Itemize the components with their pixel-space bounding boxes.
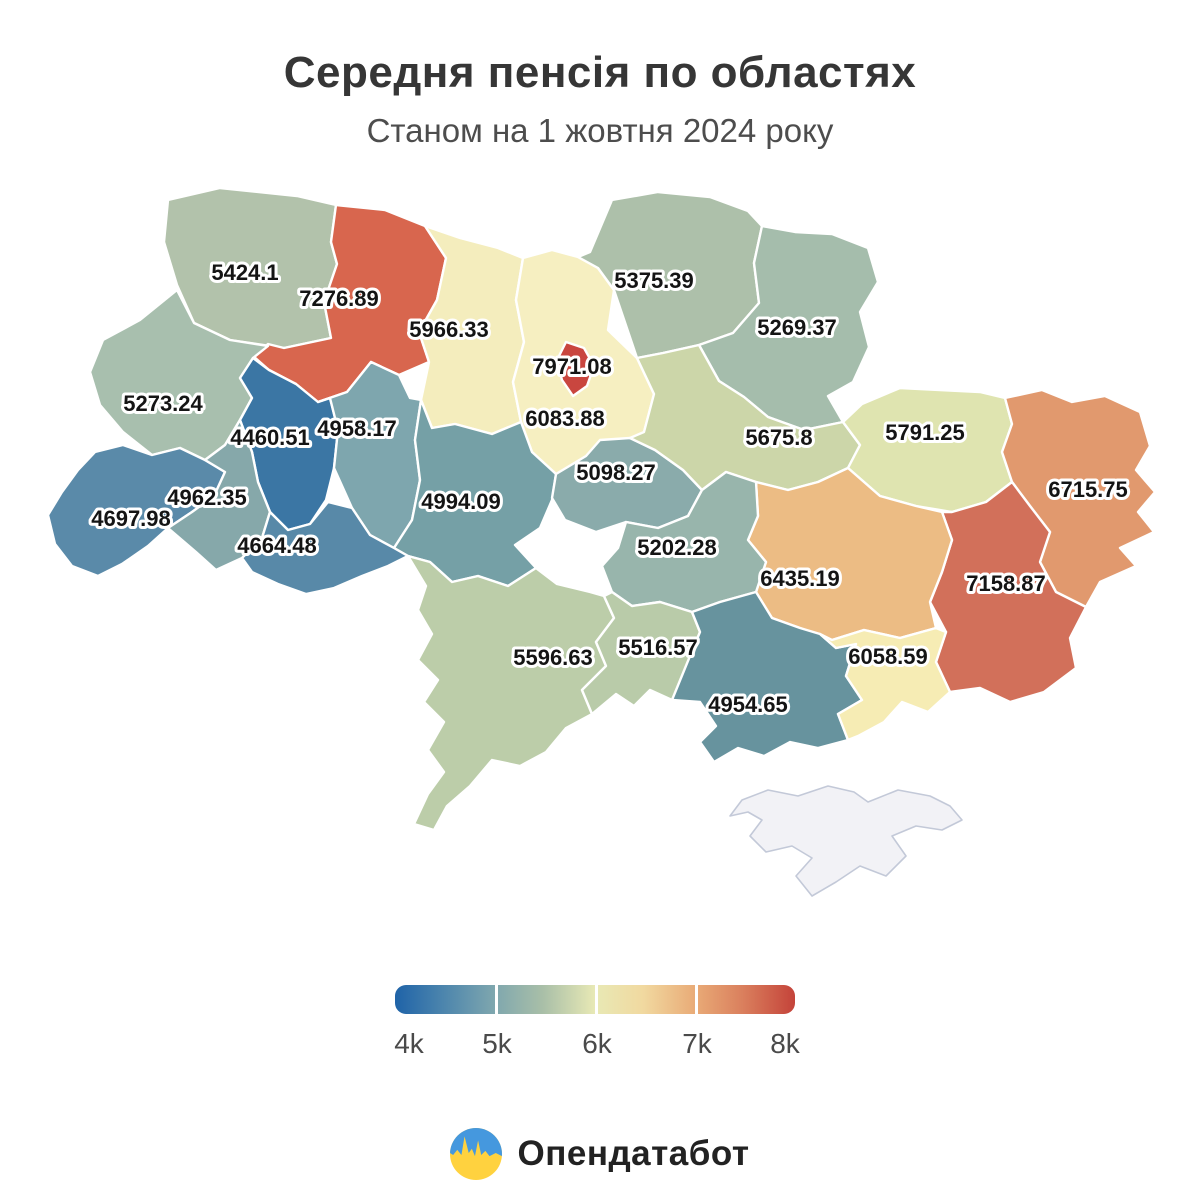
legend-tick-7k: 7k xyxy=(682,1028,712,1059)
region-zakarpattia[interactable] xyxy=(46,443,227,578)
legend-tick-6k: 6k xyxy=(582,1028,612,1059)
page-subtitle: Станом на 1 жовтня 2024 року xyxy=(366,112,834,149)
region-label-donetsk: 7158.87 xyxy=(966,571,1046,596)
region-label-volyn: 5424.1 xyxy=(211,260,278,285)
region-odesa[interactable] xyxy=(406,554,616,832)
region-label-khmelnytskyi: 4958.17 xyxy=(317,416,397,441)
legend-separator xyxy=(695,985,698,1014)
region-zaporizhzhia[interactable] xyxy=(818,626,952,742)
region-label-odesa: 5596.63 xyxy=(513,645,593,670)
region-label-luhansk: 6715.75 xyxy=(1048,477,1128,502)
legend-separator xyxy=(495,985,498,1014)
region-label-lviv: 5273.24 xyxy=(123,391,203,416)
region-label-dnipropetrovsk: 6435.19 xyxy=(760,566,840,591)
region-label-kyiv-oblast: 6083.88 xyxy=(525,406,605,431)
region-crimea[interactable] xyxy=(729,785,963,897)
region-label-kirovohrad: 5202.28 xyxy=(637,535,717,560)
region-label-zakarpattia: 4697.98 xyxy=(91,506,171,531)
region-label-kyiv-city: 7971.08 xyxy=(532,354,612,379)
region-label-sumy: 5269.37 xyxy=(757,315,837,340)
legend-tick-8k: 8k xyxy=(770,1028,800,1059)
legend-ticks: 4k 5k 6k 7k 8k xyxy=(394,1028,800,1068)
region-label-zhytomyr: 5966.33 xyxy=(409,317,489,342)
legend-separator xyxy=(595,985,598,1014)
region-label-kherson: 4954.65 xyxy=(708,692,788,717)
opendatabot-logo-icon xyxy=(450,1128,503,1180)
color-scale-bar xyxy=(395,985,795,1014)
region-kyiv-city[interactable] xyxy=(555,340,596,398)
region-label-chernihiv: 5375.39 xyxy=(614,268,694,293)
region-label-rivne: 7276.89 xyxy=(299,286,379,311)
region-label-ivano-frankivsk: 4962.35 xyxy=(167,485,247,510)
region-mykolaiv[interactable] xyxy=(580,590,702,716)
region-label-chernivtsi: 4664.48 xyxy=(237,533,317,558)
region-label-vinnytsia: 4994.09 xyxy=(421,489,501,514)
region-label-zaporizhzhia: 6058.59 xyxy=(848,644,928,669)
region-label-mykolaiv: 5516.57 xyxy=(618,635,698,660)
region-label-kharkiv: 5791.25 xyxy=(885,420,965,445)
brand-name: Опендатабот xyxy=(517,1134,750,1173)
region-label-poltava: 5675.8 xyxy=(745,425,812,450)
color-scale-legend: 4k 5k 6k 7k 8k xyxy=(394,985,800,1068)
page-title: Середня пенсія по областях xyxy=(283,48,917,97)
region-label-cherkasy: 5098.27 xyxy=(576,460,656,485)
region-label-ternopil: 4460.51 xyxy=(230,425,310,450)
region-chernivtsi[interactable] xyxy=(240,500,410,596)
legend-tick-4k: 4k xyxy=(394,1028,424,1059)
legend-tick-5k: 5k xyxy=(482,1028,512,1059)
header: Середня пенсія по областях Станом на 1 ж… xyxy=(0,48,1200,150)
opendatabot-brand[interactable]: Опендатабот xyxy=(0,1128,1200,1180)
